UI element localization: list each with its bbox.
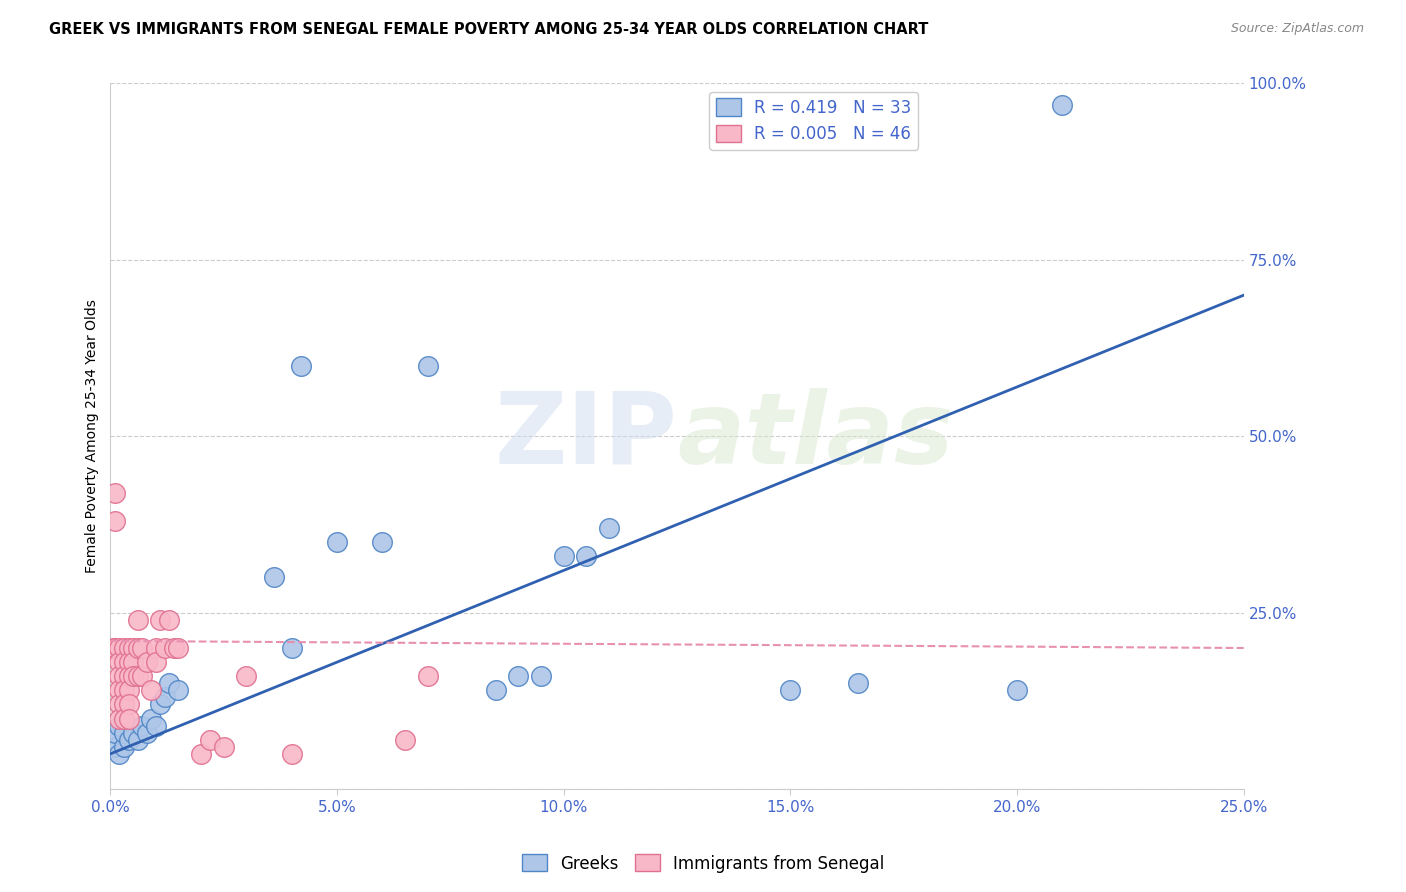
- Point: [485, 683, 508, 698]
- Point: [153, 640, 176, 655]
- Point: [508, 669, 530, 683]
- Point: [117, 732, 139, 747]
- Point: [112, 669, 135, 683]
- Point: [1005, 683, 1028, 698]
- Point: [198, 732, 221, 747]
- Point: [127, 669, 149, 683]
- Point: [108, 747, 131, 761]
- Point: [131, 718, 153, 732]
- Point: [157, 676, 180, 690]
- Point: [281, 640, 304, 655]
- Legend: R = 0.419   N = 33, R = 0.005   N = 46: R = 0.419 N = 33, R = 0.005 N = 46: [709, 92, 918, 150]
- Text: Source: ZipAtlas.com: Source: ZipAtlas.com: [1230, 22, 1364, 36]
- Point: [117, 655, 139, 669]
- Point: [153, 690, 176, 705]
- Point: [145, 655, 167, 669]
- Point: [112, 725, 135, 739]
- Point: [108, 655, 131, 669]
- Point: [112, 655, 135, 669]
- Point: [394, 732, 416, 747]
- Point: [416, 669, 439, 683]
- Point: [131, 669, 153, 683]
- Point: [326, 535, 349, 549]
- Point: [122, 655, 145, 669]
- Point: [416, 359, 439, 373]
- Point: [371, 535, 394, 549]
- Point: [104, 725, 127, 739]
- Point: [112, 739, 135, 754]
- Point: [1052, 97, 1074, 112]
- Point: [235, 669, 257, 683]
- Point: [163, 640, 186, 655]
- Point: [131, 640, 153, 655]
- Point: [598, 521, 620, 535]
- Point: [167, 683, 190, 698]
- Point: [127, 732, 149, 747]
- Point: [117, 712, 139, 726]
- Point: [104, 514, 127, 528]
- Point: [117, 669, 139, 683]
- Point: [157, 613, 180, 627]
- Point: [104, 739, 127, 754]
- Point: [104, 485, 127, 500]
- Point: [263, 570, 285, 584]
- Point: [117, 683, 139, 698]
- Point: [135, 725, 157, 739]
- Point: [212, 739, 235, 754]
- Point: [108, 718, 131, 732]
- Point: [290, 359, 312, 373]
- Point: [167, 640, 190, 655]
- Point: [122, 725, 145, 739]
- Point: [149, 613, 172, 627]
- Text: ZIP: ZIP: [495, 388, 678, 484]
- Point: [190, 747, 212, 761]
- Point: [575, 549, 598, 564]
- Point: [108, 712, 131, 726]
- Point: [117, 698, 139, 712]
- Point: [149, 698, 172, 712]
- Point: [141, 712, 163, 726]
- Point: [108, 683, 131, 698]
- Point: [112, 698, 135, 712]
- Text: GREEK VS IMMIGRANTS FROM SENEGAL FEMALE POVERTY AMONG 25-34 YEAR OLDS CORRELATIO: GREEK VS IMMIGRANTS FROM SENEGAL FEMALE …: [49, 22, 928, 37]
- Point: [122, 669, 145, 683]
- Point: [145, 718, 167, 732]
- Y-axis label: Female Poverty Among 25-34 Year Olds: Female Poverty Among 25-34 Year Olds: [86, 300, 100, 574]
- Legend: Greeks, Immigrants from Senegal: Greeks, Immigrants from Senegal: [515, 847, 891, 880]
- Point: [281, 747, 304, 761]
- Point: [530, 669, 553, 683]
- Point: [848, 676, 870, 690]
- Text: atlas: atlas: [678, 388, 953, 484]
- Point: [141, 683, 163, 698]
- Point: [112, 640, 135, 655]
- Point: [104, 640, 127, 655]
- Point: [108, 640, 131, 655]
- Point: [112, 683, 135, 698]
- Point: [101, 640, 124, 655]
- Point: [127, 640, 149, 655]
- Point: [145, 640, 167, 655]
- Point: [779, 683, 801, 698]
- Point: [112, 712, 135, 726]
- Point: [127, 613, 149, 627]
- Point: [122, 640, 145, 655]
- Point: [117, 640, 139, 655]
- Point: [108, 669, 131, 683]
- Point: [553, 549, 575, 564]
- Point: [108, 698, 131, 712]
- Point: [135, 655, 157, 669]
